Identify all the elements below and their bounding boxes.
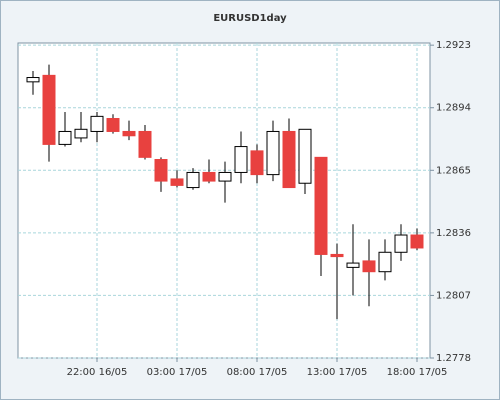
x-tick-label: 13:00 17/05 [307, 367, 368, 378]
candle-body [394, 234, 408, 253]
candle-body [42, 74, 56, 145]
plot-area [17, 42, 431, 359]
candle-body [90, 115, 104, 132]
candle-body [26, 77, 40, 83]
y-tick-label: 1.2836 [436, 228, 471, 239]
candle-body [362, 260, 376, 273]
candle-body [250, 150, 264, 176]
y-tick-label: 1.2894 [436, 103, 471, 114]
chart-title: EURUSD1day [213, 13, 287, 24]
candle-body [346, 262, 360, 268]
y-tick-label: 1.2865 [436, 165, 471, 176]
x-tick-label: 08:00 17/05 [227, 367, 288, 378]
candle-body [266, 130, 280, 176]
candle-body [202, 171, 216, 182]
candle-body [138, 130, 152, 158]
y-tick-label: 1.2923 [436, 40, 471, 51]
candle-body [58, 130, 72, 145]
candle-body [106, 118, 120, 132]
candle-body [186, 171, 200, 189]
x-tick-label: 22:00 16/05 [67, 367, 128, 378]
y-tick-label: 1.2807 [436, 290, 471, 301]
candle-body [74, 128, 88, 139]
candle-body [234, 146, 248, 173]
candle-body [298, 128, 312, 184]
candle-body [314, 156, 328, 255]
candle-body [122, 130, 136, 137]
candle-body [218, 171, 232, 182]
candle-body [282, 130, 296, 189]
candle-body [378, 251, 392, 273]
candle-body [154, 159, 168, 182]
candle-body [330, 253, 344, 258]
candle-body [410, 234, 424, 249]
x-tick-label: 03:00 17/05 [147, 367, 208, 378]
candle-body [170, 178, 184, 186]
x-tick-label: 18:00 17/05 [387, 367, 448, 378]
y-tick-label: 1.2778 [436, 353, 471, 364]
